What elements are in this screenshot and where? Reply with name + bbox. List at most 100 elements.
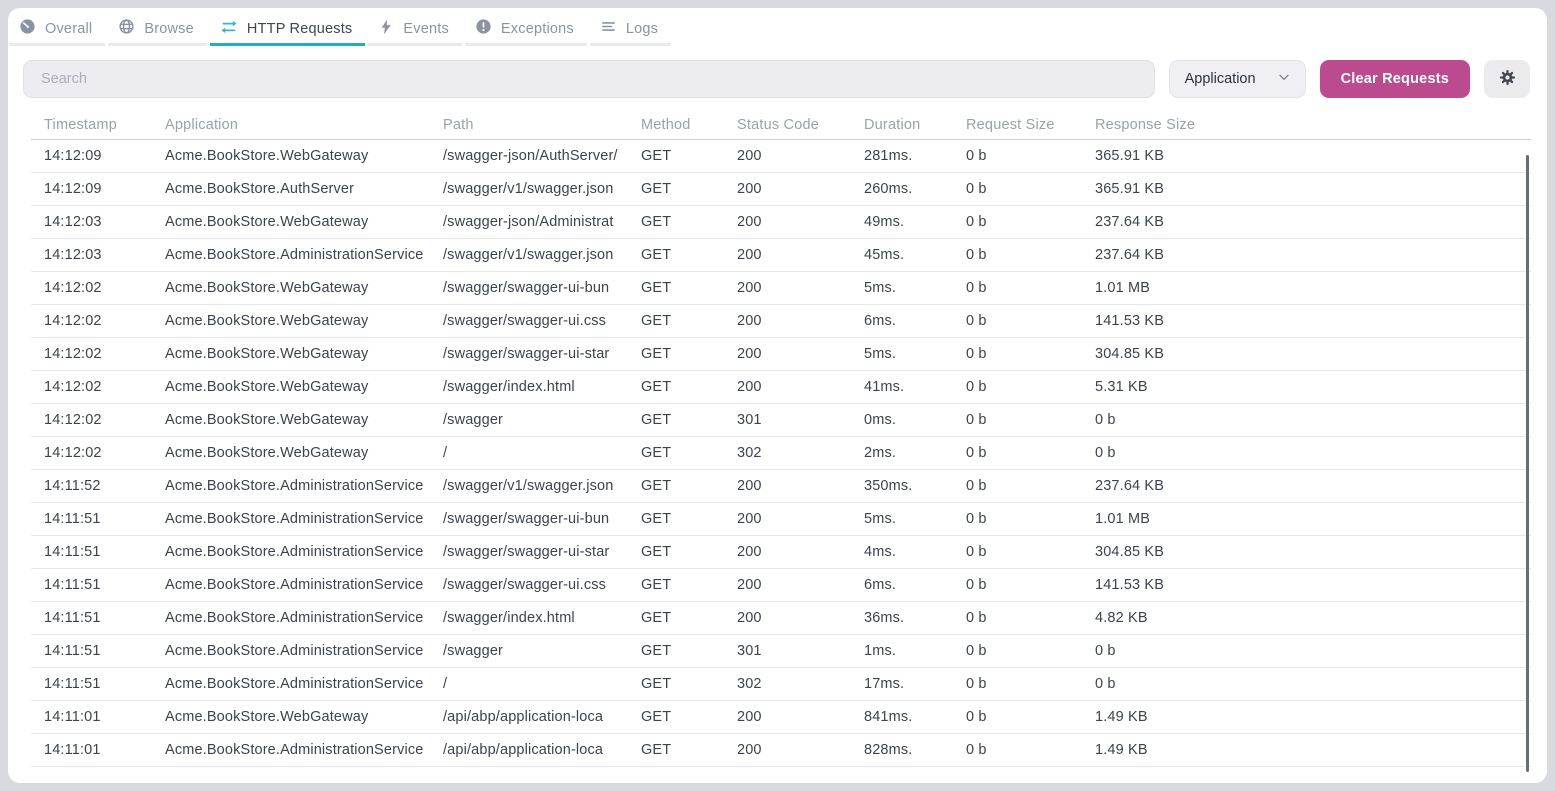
table-row[interactable]: 14:12:02 Acme.BookStore.WebGateway / GET… xyxy=(31,437,1531,470)
cell-path: /swagger/v1/swagger.json xyxy=(443,247,614,263)
tab-bar: Overall Browse HTTP Requests Events Exce… xyxy=(8,8,1547,46)
table-row[interactable]: 14:11:51 Acme.BookStore.AdministrationSe… xyxy=(31,569,1531,602)
cell-path: /api/abp/application-loca xyxy=(443,742,604,758)
cell-request-size: 0 b xyxy=(966,610,987,626)
cell-method: GET xyxy=(641,379,672,395)
table-row[interactable]: 14:11:51 Acme.BookStore.AdministrationSe… xyxy=(31,503,1531,536)
cell-duration: 49ms. xyxy=(864,214,905,230)
cell-duration: 5ms. xyxy=(864,280,897,296)
table-row[interactable]: 14:12:02 Acme.BookStore.WebGateway /swag… xyxy=(31,305,1531,338)
cell-duration: 5ms. xyxy=(864,511,897,527)
cell-status-code: 301 xyxy=(737,412,762,428)
cell-status-code: 200 xyxy=(737,280,762,296)
cell-application: Acme.BookStore.AdministrationService xyxy=(165,577,424,593)
cell-duration: 45ms. xyxy=(864,247,905,263)
cell-application: Acme.BookStore.WebGateway xyxy=(165,445,369,461)
cell-status-code: 200 xyxy=(737,709,762,725)
table-row[interactable]: 14:12:09 Acme.BookStore.AuthServer /swag… xyxy=(31,173,1531,206)
cell-path: /swagger/index.html xyxy=(443,610,575,626)
cell-path: /swagger/swagger-ui-star xyxy=(443,544,610,560)
table-row[interactable]: 14:12:02 Acme.BookStore.WebGateway /swag… xyxy=(31,371,1531,404)
tab-events[interactable]: Events xyxy=(368,14,462,46)
table-row[interactable]: 14:12:03 Acme.BookStore.AdministrationSe… xyxy=(31,239,1531,272)
cell-response-size: 237.64 KB xyxy=(1095,214,1165,230)
cell-duration: 41ms. xyxy=(864,379,905,395)
table-row[interactable]: 14:12:03 Acme.BookStore.WebGateway /swag… xyxy=(31,206,1531,239)
cell-path: /swagger/swagger-ui.css xyxy=(443,313,607,329)
cell-request-size: 0 b xyxy=(966,181,987,197)
cell-application: Acme.BookStore.WebGateway xyxy=(165,379,369,395)
tab-label: Browse xyxy=(144,20,194,37)
vertical-scrollbar[interactable] xyxy=(1526,155,1529,772)
cell-request-size: 0 b xyxy=(966,247,987,263)
cell-method: GET xyxy=(641,709,672,725)
table-row[interactable]: 14:11:51 Acme.BookStore.AdministrationSe… xyxy=(31,635,1531,668)
table-row[interactable]: 14:12:02 Acme.BookStore.WebGateway /swag… xyxy=(31,272,1531,305)
tab-http-requests[interactable]: HTTP Requests xyxy=(209,14,366,46)
cell-timestamp: 14:12:02 xyxy=(44,280,102,296)
cell-timestamp: 14:12:02 xyxy=(44,379,102,395)
cell-application: Acme.BookStore.WebGateway xyxy=(165,148,369,164)
cell-request-size: 0 b xyxy=(966,709,987,725)
table-row[interactable]: 14:12:09 Acme.BookStore.WebGateway /swag… xyxy=(31,140,1531,173)
cell-method: GET xyxy=(641,511,672,527)
lightning-icon xyxy=(378,19,394,39)
cell-status-code: 200 xyxy=(737,610,762,626)
cell-response-size: 141.53 KB xyxy=(1095,577,1165,593)
cell-path: /swagger xyxy=(443,412,504,428)
cell-timestamp: 14:12:03 xyxy=(44,214,102,230)
cell-response-size: 1.49 KB xyxy=(1095,742,1148,758)
tab-logs[interactable]: Logs xyxy=(589,14,672,46)
main-panel: Overall Browse HTTP Requests Events Exce… xyxy=(8,8,1547,783)
clear-requests-button[interactable]: Clear Requests xyxy=(1319,60,1470,98)
cell-path: /swagger-json/AuthServer/ xyxy=(443,148,618,164)
tab-exceptions[interactable]: Exceptions xyxy=(464,14,587,46)
table-header: Timestamp Application Path Method Status… xyxy=(31,110,1531,140)
cell-timestamp: 14:11:51 xyxy=(44,610,101,626)
cell-status-code: 200 xyxy=(737,379,762,395)
application-filter-dropdown[interactable]: Application xyxy=(1168,60,1306,98)
cell-path: /api/abp/application-loca xyxy=(443,709,604,725)
tab-overall[interactable]: Overall xyxy=(9,14,106,46)
cell-duration: 1ms. xyxy=(864,643,897,659)
cell-application: Acme.BookStore.WebGateway xyxy=(165,346,369,362)
tab-label: HTTP Requests xyxy=(246,20,353,37)
cell-timestamp: 14:11:51 xyxy=(44,544,101,560)
cell-method: GET xyxy=(641,148,672,164)
cell-timestamp: 14:11:52 xyxy=(44,478,101,494)
cell-application: Acme.BookStore.AuthServer xyxy=(165,181,355,197)
column-header-duration: Duration xyxy=(864,116,921,133)
cell-application: Acme.BookStore.WebGateway xyxy=(165,412,369,428)
exchange-arrows-icon xyxy=(220,18,238,40)
cell-application: Acme.BookStore.WebGateway xyxy=(165,313,369,329)
table-row[interactable]: 14:12:02 Acme.BookStore.WebGateway /swag… xyxy=(31,338,1531,371)
cell-duration: 260ms. xyxy=(864,181,913,197)
cell-request-size: 0 b xyxy=(966,214,987,230)
cell-response-size: 304.85 KB xyxy=(1095,544,1165,560)
cell-timestamp: 14:12:02 xyxy=(44,313,102,329)
settings-button[interactable] xyxy=(1484,60,1530,98)
cell-timestamp: 14:12:03 xyxy=(44,247,102,263)
cell-duration: 6ms. xyxy=(864,577,897,593)
table-row[interactable]: 14:11:51 Acme.BookStore.AdministrationSe… xyxy=(31,536,1531,569)
table-row[interactable]: 14:11:01 Acme.BookStore.WebGateway /api/… xyxy=(31,701,1531,734)
cell-status-code: 301 xyxy=(737,643,762,659)
cell-application: Acme.BookStore.AdministrationService xyxy=(165,676,424,692)
table-row[interactable]: 14:11:51 Acme.BookStore.AdministrationSe… xyxy=(31,668,1531,701)
cell-duration: 6ms. xyxy=(864,313,897,329)
cell-timestamp: 14:11:51 xyxy=(44,643,101,659)
cell-method: GET xyxy=(641,181,672,197)
cell-response-size: 0 b xyxy=(1095,445,1116,461)
cell-response-size: 237.64 KB xyxy=(1095,247,1165,263)
cell-timestamp: 14:11:51 xyxy=(44,676,101,692)
table-row[interactable]: 14:12:02 Acme.BookStore.WebGateway /swag… xyxy=(31,404,1531,437)
search-input[interactable] xyxy=(23,60,1155,98)
cell-method: GET xyxy=(641,412,672,428)
tab-browse[interactable]: Browse xyxy=(108,14,207,46)
table-row[interactable]: 14:11:52 Acme.BookStore.AdministrationSe… xyxy=(31,470,1531,503)
cell-duration: 17ms. xyxy=(864,676,905,692)
cell-duration: 828ms. xyxy=(864,742,913,758)
table-row[interactable]: 14:11:01 Acme.BookStore.AdministrationSe… xyxy=(31,734,1531,767)
table-row[interactable]: 14:11:51 Acme.BookStore.AdministrationSe… xyxy=(31,602,1531,635)
cell-method: GET xyxy=(641,544,672,560)
